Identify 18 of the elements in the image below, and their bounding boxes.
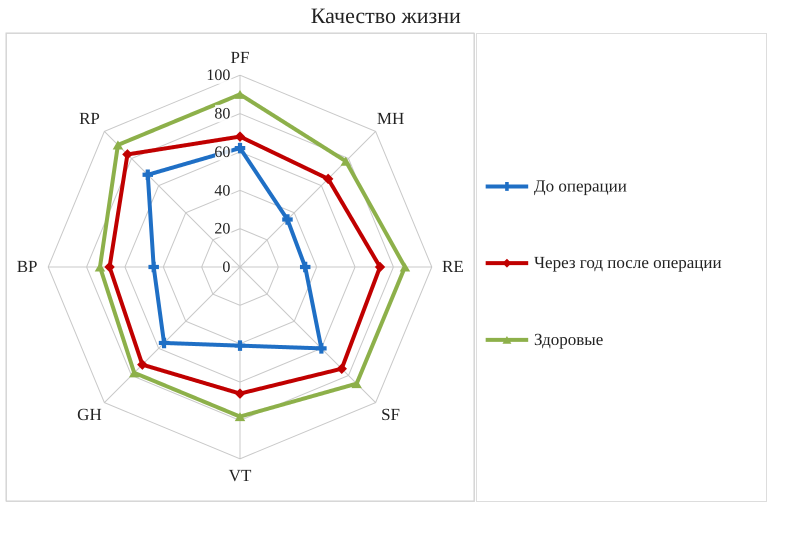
spoke-label: RE <box>442 257 464 276</box>
y-tick-label: 60 <box>214 144 230 161</box>
legend-label: До операции <box>534 176 627 196</box>
y-tick-label: 100 <box>206 67 230 84</box>
spoke-label: BP <box>16 257 38 276</box>
spoke-label: MH <box>376 109 404 128</box>
y-tick-label: 80 <box>214 106 230 123</box>
y-tick-label: 20 <box>214 220 230 238</box>
spoke-label: VT <box>228 466 252 486</box>
y-tick-label: 0 <box>222 259 230 276</box>
chart-title: Качество жизни <box>310 3 461 28</box>
legend-label: Через год после операции <box>534 253 722 272</box>
spoke-label: PF <box>230 48 250 67</box>
spoke-label: GH <box>77 404 102 424</box>
y-tick-label: 40 <box>214 182 230 200</box>
legend-label: Здоровые <box>534 330 604 349</box>
spoke-label: SF <box>381 404 400 424</box>
spoke-label: RP <box>79 109 100 128</box>
